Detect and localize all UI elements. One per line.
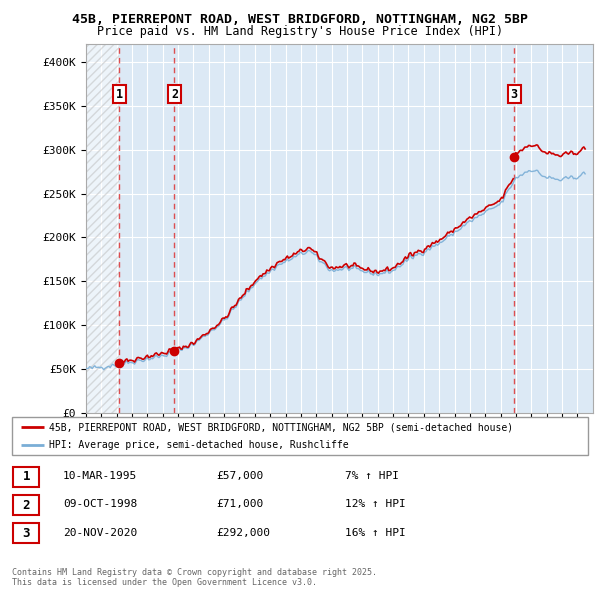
Text: 7% ↑ HPI: 7% ↑ HPI <box>345 471 399 481</box>
Text: 1: 1 <box>116 87 123 100</box>
Text: 45B, PIERREPONT ROAD, WEST BRIDGFORD, NOTTINGHAM, NG2 5BP: 45B, PIERREPONT ROAD, WEST BRIDGFORD, NO… <box>72 13 528 26</box>
FancyBboxPatch shape <box>13 495 40 515</box>
Text: HPI: Average price, semi-detached house, Rushcliffe: HPI: Average price, semi-detached house,… <box>49 440 349 450</box>
Text: 3: 3 <box>511 87 518 100</box>
Text: 09-OCT-1998: 09-OCT-1998 <box>63 500 137 509</box>
Text: 3: 3 <box>23 527 30 540</box>
Text: 12% ↑ HPI: 12% ↑ HPI <box>345 500 406 509</box>
Text: 20-NOV-2020: 20-NOV-2020 <box>63 528 137 537</box>
Text: Contains HM Land Registry data © Crown copyright and database right 2025.
This d: Contains HM Land Registry data © Crown c… <box>12 568 377 587</box>
Text: £292,000: £292,000 <box>216 528 270 537</box>
Bar <box>86 44 119 413</box>
Text: 2: 2 <box>23 499 30 512</box>
Text: Price paid vs. HM Land Registry's House Price Index (HPI): Price paid vs. HM Land Registry's House … <box>97 25 503 38</box>
Text: £71,000: £71,000 <box>216 500 263 509</box>
Text: £57,000: £57,000 <box>216 471 263 481</box>
FancyBboxPatch shape <box>12 417 588 455</box>
FancyBboxPatch shape <box>13 467 40 487</box>
Text: 2: 2 <box>171 87 178 100</box>
Text: 16% ↑ HPI: 16% ↑ HPI <box>345 528 406 537</box>
Text: 45B, PIERREPONT ROAD, WEST BRIDGFORD, NOTTINGHAM, NG2 5BP (semi-detached house): 45B, PIERREPONT ROAD, WEST BRIDGFORD, NO… <box>49 422 514 432</box>
Text: 1: 1 <box>23 470 30 483</box>
Text: 10-MAR-1995: 10-MAR-1995 <box>63 471 137 481</box>
FancyBboxPatch shape <box>13 523 40 543</box>
